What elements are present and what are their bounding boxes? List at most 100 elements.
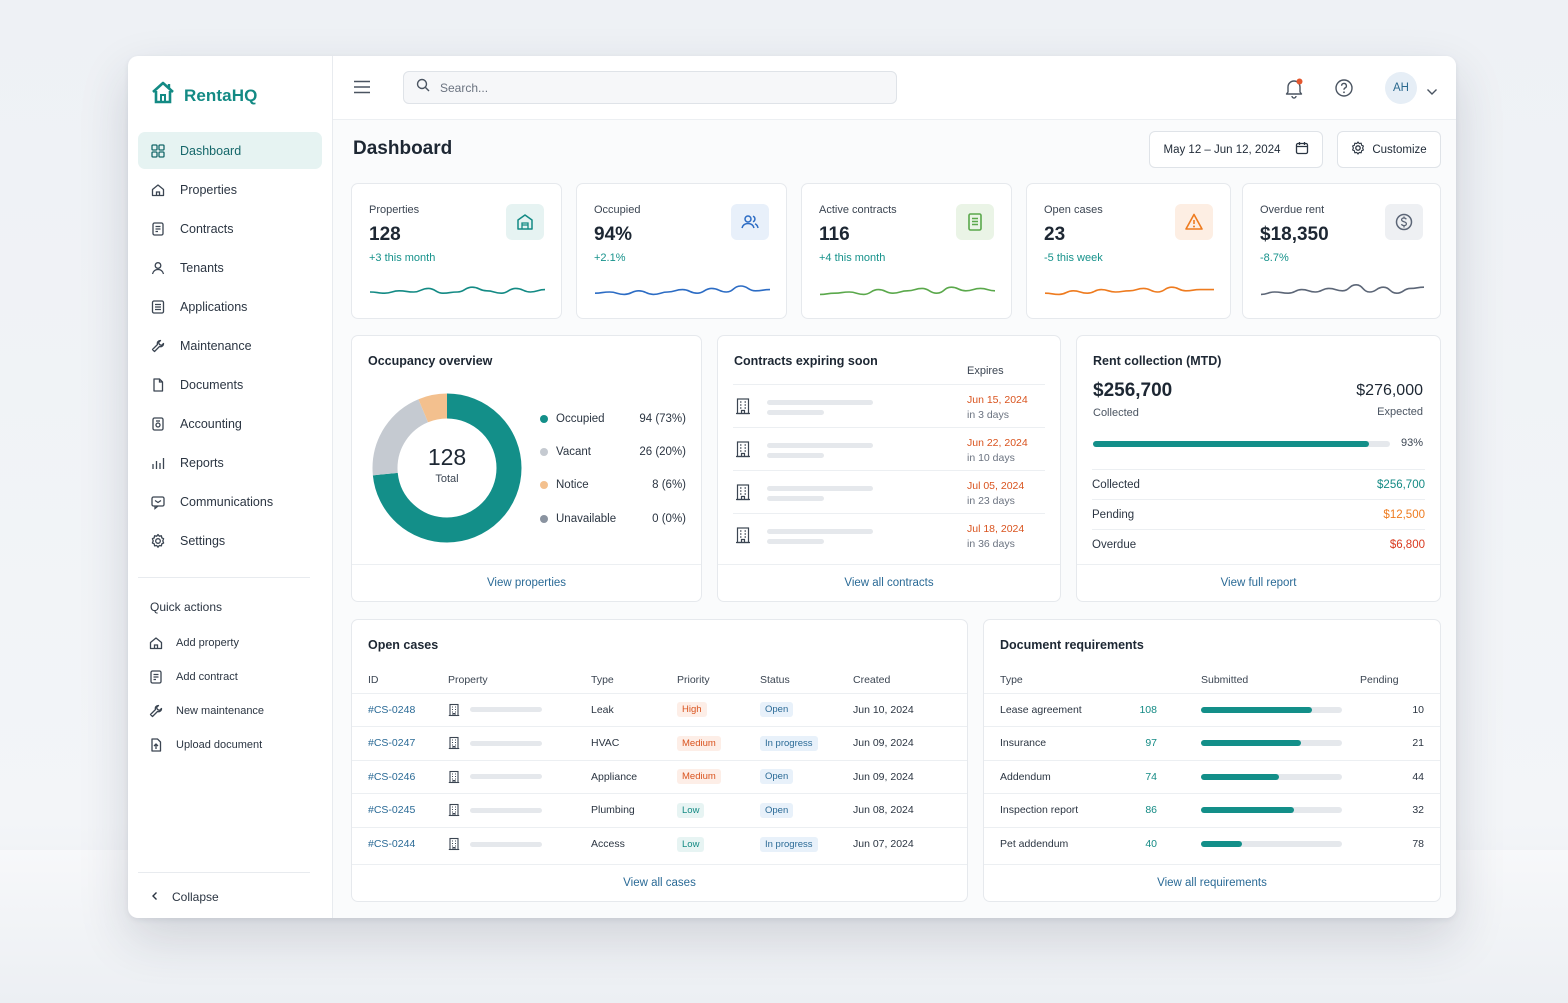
home-icon xyxy=(148,635,164,651)
table-row[interactable]: #CS-0245 Plumbing Low Open Jun 08, 2024 xyxy=(352,793,967,827)
contract-row[interactable]: Jul 18, 2024 in 36 days xyxy=(733,513,1045,556)
date-range-button[interactable]: May 12 – Jun 12, 2024 xyxy=(1149,131,1323,168)
quick-action-label: Add contract xyxy=(176,671,238,683)
kpi-card-occupied[interactable]: Occupied 94% +2.1% xyxy=(576,183,787,319)
sidebar-item-dashboard[interactable]: Dashboard xyxy=(138,132,322,169)
table-row[interactable]: #CS-0246 Appliance Medium Open Jun 09, 2… xyxy=(352,759,967,794)
sidebar-item-accounting[interactable]: Accounting xyxy=(138,405,322,442)
contract-name-placeholder xyxy=(767,443,873,448)
sidebar-item-label: Properties xyxy=(180,182,237,197)
sidebar-item-maintenance[interactable]: Maintenance xyxy=(138,327,322,364)
search-box[interactable] xyxy=(403,71,897,104)
sidebar-item-contracts[interactable]: Contracts xyxy=(138,210,322,247)
rent-row-value: $6,800 xyxy=(1389,538,1425,551)
case-type: Appliance xyxy=(591,770,638,783)
table-row[interactable]: Pet addendum 40 78 xyxy=(984,826,1440,861)
column-header-type[interactable]: Type xyxy=(1000,674,1023,687)
avatar[interactable]: AH xyxy=(1385,72,1417,104)
kpi-card-active-contracts[interactable]: Active contracts 116 +4 this month xyxy=(801,183,1012,319)
priority-badge: Medium xyxy=(677,735,721,751)
kpi-delta: +2.1% xyxy=(594,252,626,264)
contract-row[interactable]: Jul 05, 2024 in 23 days xyxy=(733,470,1045,513)
submitted-progress-fill xyxy=(1201,773,1279,780)
column-header-type[interactable]: Type xyxy=(591,674,614,687)
bell-icon[interactable] xyxy=(1283,77,1305,104)
table-row[interactable]: #CS-0244 Access Low In progress Jun 07, … xyxy=(352,826,967,861)
table-row[interactable]: Inspection report 86 32 xyxy=(984,793,1440,827)
submitted-progress-bar xyxy=(1201,841,1342,848)
legend-item-vacant: Vacant 26 (20%) xyxy=(540,435,686,468)
sidebar-item-properties[interactable]: Properties xyxy=(138,171,322,208)
wrench-icon xyxy=(148,703,164,719)
quick-action-label: Add property xyxy=(176,637,239,649)
document-type: Inspection report xyxy=(1000,804,1079,817)
search-input[interactable] xyxy=(440,80,860,95)
menu-icon[interactable] xyxy=(353,80,371,99)
view-all-contracts-link[interactable]: View all contracts xyxy=(718,564,1060,601)
collapse-button[interactable]: Collapse xyxy=(150,890,219,904)
column-header-submitted[interactable]: Submitted xyxy=(1201,674,1249,687)
case-created-date: Jun 10, 2024 xyxy=(853,703,914,716)
property-placeholder xyxy=(470,707,542,713)
sidebar-item-applications[interactable]: Applications xyxy=(138,288,322,325)
view-all-cases-link[interactable]: View all cases xyxy=(352,864,967,901)
quick-actions-title: Quick actions xyxy=(150,600,223,614)
sidebar-item-communications[interactable]: Communications xyxy=(138,483,322,520)
customize-button[interactable]: Customize xyxy=(1337,131,1441,168)
kpi-label: Active contracts xyxy=(819,204,897,216)
case-id-link[interactable]: #CS-0247 xyxy=(368,737,416,750)
quick-action-upload-document[interactable]: Upload document xyxy=(148,728,318,762)
kpi-sparkline xyxy=(370,286,545,295)
case-id-link[interactable]: #CS-0246 xyxy=(368,770,416,783)
building-icon xyxy=(506,204,544,240)
quick-action-add-contract[interactable]: Add contract xyxy=(148,660,318,694)
sidebar-item-label: Accounting xyxy=(180,416,242,431)
grid-icon xyxy=(150,143,166,159)
table-row[interactable]: #CS-0247 HVAC Medium In progress Jun 09,… xyxy=(352,726,967,760)
column-header-property[interactable]: Property xyxy=(448,674,488,687)
column-header-priority[interactable]: Priority xyxy=(677,674,710,687)
case-id-link[interactable]: #CS-0248 xyxy=(368,703,416,716)
kpi-delta: -8.7% xyxy=(1260,252,1289,264)
case-id-link[interactable]: #CS-0244 xyxy=(368,838,416,850)
kpi-card-overdue-rent[interactable]: Overdue rent $18,350 -8.7% xyxy=(1242,183,1441,319)
quick-action-label: New maintenance xyxy=(176,705,265,717)
document-requirements-title: Document requirements xyxy=(1000,638,1144,652)
property-placeholder xyxy=(470,740,542,746)
view-properties-link[interactable]: View properties xyxy=(352,564,701,601)
quick-action-new-maintenance[interactable]: New maintenance xyxy=(148,694,318,728)
column-header-status[interactable]: Status xyxy=(760,674,790,687)
sidebar-item-tenants[interactable]: Tenants xyxy=(138,249,322,286)
sidebar-item-reports[interactable]: Reports xyxy=(138,444,322,481)
building-icon xyxy=(448,804,460,817)
kpi-delta: +4 this month xyxy=(819,252,886,264)
table-row[interactable]: Addendum 74 44 xyxy=(984,759,1440,794)
help-icon[interactable] xyxy=(1333,77,1355,104)
table-row[interactable]: Insurance 97 21 xyxy=(984,726,1440,760)
sidebar-item-documents[interactable]: Documents xyxy=(138,366,322,403)
document-pending-count: 21 xyxy=(1412,737,1424,750)
kpi-sparkline xyxy=(1261,283,1424,296)
view-all-requirements-link[interactable]: View all requirements xyxy=(984,864,1440,901)
view-full-report-link[interactable]: View full report xyxy=(1077,564,1440,601)
kpi-value: $18,350 xyxy=(1260,224,1329,245)
quick-action-add-property[interactable]: Add property xyxy=(148,626,318,660)
table-row[interactable]: Lease agreement 108 10 xyxy=(984,692,1440,727)
submitted-progress-bar xyxy=(1201,706,1342,713)
column-header-created[interactable]: Created xyxy=(853,674,891,687)
rent-row-value: $256,700 xyxy=(1377,478,1425,491)
legend-dot xyxy=(540,481,548,490)
chevron-down-icon[interactable] xyxy=(1426,83,1438,101)
kpi-card-properties[interactable]: Properties 128 +3 this month xyxy=(351,183,562,319)
case-id-link[interactable]: #CS-0245 xyxy=(368,804,416,817)
contract-row[interactable]: Jun 22, 2024 in 10 days xyxy=(733,427,1045,470)
contract-expiry-relative: in 23 days xyxy=(967,495,1015,507)
sidebar-item-settings[interactable]: Settings xyxy=(138,522,322,559)
column-header-pending[interactable]: Pending xyxy=(1360,674,1399,687)
contract-row[interactable]: Jun 15, 2024 in 3 days xyxy=(733,384,1045,427)
open-cases-table: ID Property Type Priority Status Created #CS-… xyxy=(352,668,967,861)
column-header-id[interactable]: ID xyxy=(368,674,379,687)
table-row[interactable]: #CS-0248 Leak High Open Jun 10, 2024 xyxy=(352,692,967,727)
brand[interactable]: RentaHQ xyxy=(150,80,257,111)
kpi-card-open-cases[interactable]: Open cases 23 -5 this week xyxy=(1026,183,1231,319)
